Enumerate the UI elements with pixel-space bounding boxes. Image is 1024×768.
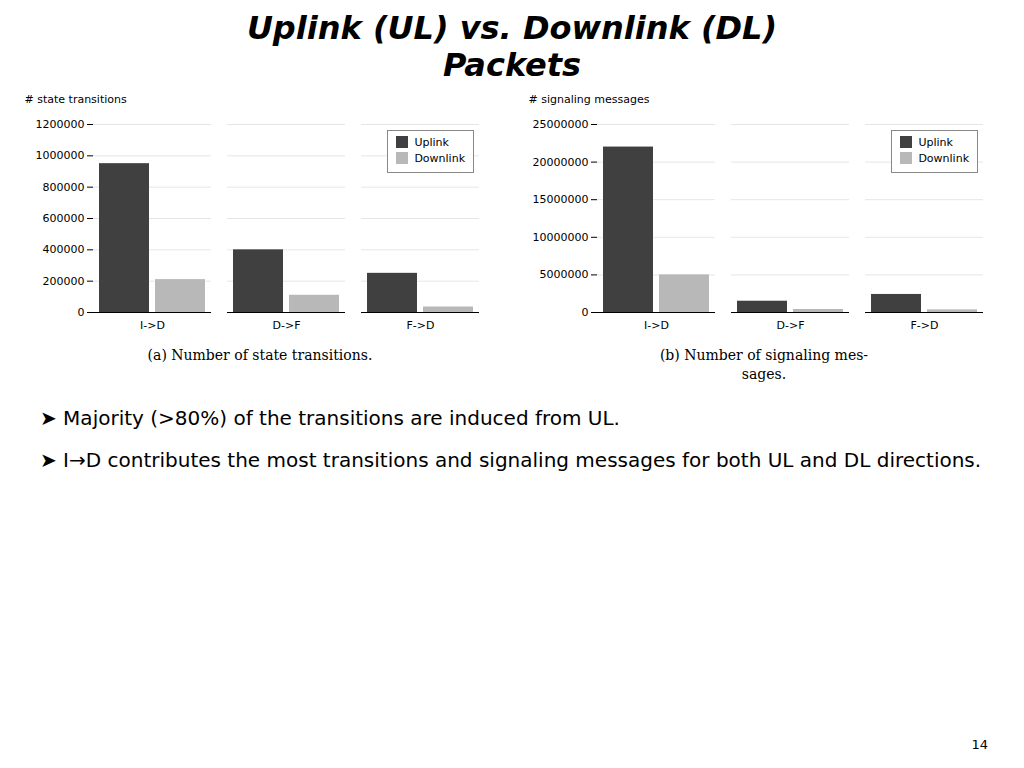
svg-text:0: 0 [582,306,589,319]
svg-text:600000: 600000 [43,212,85,225]
html-text:(b) Number of signaling mes- s: (b) Number of signaling mes- sages. [659,346,869,383]
svg-text:200000: 200000 [43,274,85,287]
svg-text:20000000: 20000000 [533,155,589,168]
html-text:➤ I→D contributes the most tra: ➤ I→D contributes the most transitions a… [40,447,982,472]
svg-text:I->D: I->D [644,319,669,332]
svg-text:D->F: D->F [273,319,301,332]
svg-text:1200000: 1200000 [36,118,85,131]
svg-text:# signaling messages: # signaling messages [529,93,650,106]
svg-text:F->D: F->D [911,319,939,332]
svg-text:# state transitions: # state transitions [25,93,127,106]
svg-text:I->D: I->D [140,319,165,332]
svg-text:800000: 800000 [43,180,85,193]
svg-text:0: 0 [78,306,85,319]
svg-text:25000000: 25000000 [533,118,589,131]
svg-text:10000000: 10000000 [533,230,589,243]
html-text:➤ Majority (>80%) of the trans: ➤ Majority (>80%) of the transitions are… [40,405,620,430]
html-text:Uplink: Uplink [414,135,449,149]
html-text:14: 14 [971,737,988,752]
html-text:(a) Number of state transition: (a) Number of state transitions. [147,346,373,363]
svg-text:1000000: 1000000 [36,149,85,162]
html-text:Uplink: Uplink [918,135,953,149]
svg-text:D->F: D->F [777,319,805,332]
svg-text:F->D: F->D [407,319,435,332]
html-text:Uplink (UL) vs. Downlink (DL): Uplink (UL) vs. Downlink (DL) Packets [246,9,778,84]
svg-text:400000: 400000 [43,243,85,256]
svg-text:15000000: 15000000 [533,193,589,206]
html-text:Downlink: Downlink [414,152,465,166]
svg-text:5000000: 5000000 [540,268,589,281]
html-text:Downlink: Downlink [918,152,969,166]
